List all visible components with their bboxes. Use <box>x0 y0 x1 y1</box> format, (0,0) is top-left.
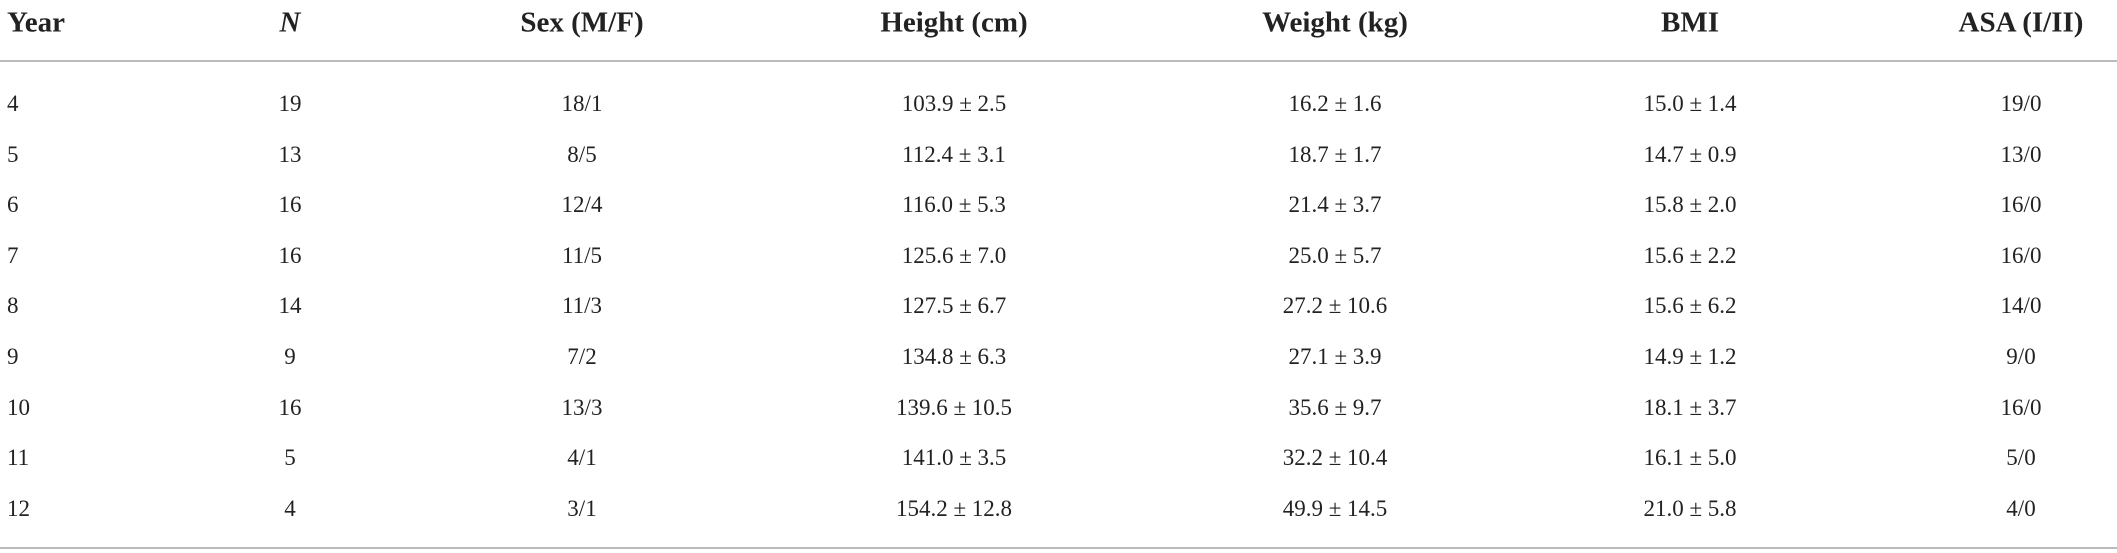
table-cell: 27.2 ± 10.6 <box>1282 293 1388 319</box>
table-cell: 141.0 ± 3.5 <box>901 445 1007 471</box>
table-cell: 154.2 ± 12.8 <box>895 495 1013 521</box>
table-cell: 125.6 ± 7.0 <box>901 242 1007 268</box>
table-cell: 8/5 <box>567 141 597 167</box>
table-cell: 15.0 ± 1.4 <box>1643 91 1737 116</box>
table-cell: 11 <box>7 445 30 471</box>
table-cell: 25.0 ± 5.7 <box>1288 242 1382 268</box>
table-cell: 19/0 <box>2000 91 2042 116</box>
table-cell: 6 <box>7 192 19 218</box>
table-cell: 14/0 <box>2000 293 2042 319</box>
table-cell: 27.1 ± 3.9 <box>1288 344 1382 369</box>
table-cell: 18/1 <box>561 91 603 116</box>
table-cell: 16 <box>278 394 302 420</box>
table-cell: 21.4 ± 3.7 <box>1288 192 1382 218</box>
column-header: Height (cm) <box>880 6 1028 39</box>
table-cell: 9 <box>7 344 19 369</box>
column-header: ASA (I/II) <box>1958 6 2084 39</box>
table-cell: 11/3 <box>561 293 603 319</box>
table-cell: 13/3 <box>561 394 603 420</box>
table-cell: 139.6 ± 10.5 <box>895 394 1013 420</box>
table-cell: 35.6 ± 9.7 <box>1288 394 1382 420</box>
table-cell: 3/1 <box>567 495 597 521</box>
table-cell: 11/5 <box>561 242 603 268</box>
table-cell: 15.6 ± 6.2 <box>1643 293 1737 319</box>
table-cell: 4/1 <box>567 445 597 471</box>
table-cell: 15.8 ± 2.0 <box>1643 192 1737 218</box>
table-cell: 13/0 <box>2000 141 2042 167</box>
column-header: Year <box>7 6 65 39</box>
table-cell: 116.0 ± 5.3 <box>902 192 1006 218</box>
table-cell: 4 <box>7 91 19 116</box>
table-cell: 12/4 <box>561 192 603 218</box>
table-cell: 8 <box>7 293 19 319</box>
table-cell: 7/2 <box>567 344 597 369</box>
table-cell: 21.0 ± 5.8 <box>1643 495 1737 521</box>
table-cell: 49.9 ± 14.5 <box>1282 495 1388 521</box>
column-header: N <box>279 6 301 39</box>
table-cell: 19 <box>278 91 302 116</box>
table-cell: 15.6 ± 2.2 <box>1643 242 1737 268</box>
table-cell: 10 <box>7 394 30 420</box>
column-header: Sex (M/F) <box>520 6 644 39</box>
table-cell: 14.7 ± 0.9 <box>1643 141 1737 167</box>
table-cell: 16/0 <box>2000 192 2042 218</box>
table-cell: 12 <box>7 495 30 521</box>
table-cell: 14.9 ± 1.2 <box>1643 344 1737 369</box>
table-cell: 4/0 <box>2006 495 2036 521</box>
table-cell: 14 <box>278 293 302 319</box>
table-cell: 9 <box>284 344 296 369</box>
table-cell: 103.9 ± 2.5 <box>901 91 1007 116</box>
table-cell: 16 <box>278 192 302 218</box>
table-cell: 13 <box>278 141 302 167</box>
header-rule <box>0 60 2117 62</box>
table-cell: 134.8 ± 6.3 <box>901 344 1007 369</box>
table-cell: 5/0 <box>2006 445 2036 471</box>
table-cell: 16.1 ± 5.0 <box>1643 445 1737 471</box>
table-cell: 5 <box>7 141 19 167</box>
table-cell: 18.1 ± 3.7 <box>1643 394 1737 420</box>
table-cell: 16/0 <box>2000 394 2042 420</box>
table-cell: 16/0 <box>2000 242 2042 268</box>
table-cell: 7 <box>7 242 19 268</box>
bottom-rule <box>0 547 2117 549</box>
table-cell: 9/0 <box>2006 344 2036 369</box>
table-cell: 4 <box>284 495 296 521</box>
column-header: BMI <box>1661 6 1719 39</box>
table-cell: 16.2 ± 1.6 <box>1288 91 1382 116</box>
table-cell: 18.7 ± 1.7 <box>1288 141 1382 167</box>
table-cell: 16 <box>278 242 302 268</box>
table-cell: 127.5 ± 6.7 <box>901 293 1007 319</box>
table-cell: 32.2 ± 10.4 <box>1282 445 1388 471</box>
table-cell: 5 <box>284 445 296 471</box>
table-cell: 112.4 ± 3.1 <box>902 141 1006 167</box>
column-header: Weight (kg) <box>1262 6 1408 39</box>
